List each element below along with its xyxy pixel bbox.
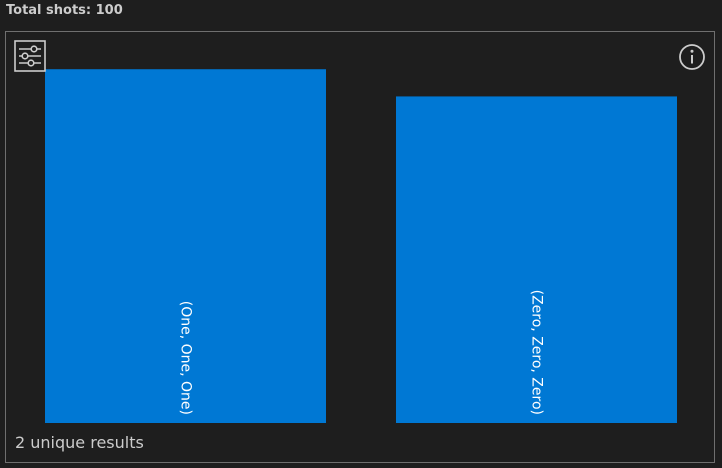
- info-button[interactable]: [678, 43, 706, 71]
- histogram-bar[interactable]: [45, 69, 326, 423]
- histogram-bar-group[interactable]: (Zero, Zero, Zero): [396, 96, 677, 423]
- unique-results-count: 2 unique results: [15, 433, 144, 452]
- settings-button[interactable]: [14, 40, 46, 72]
- histogram-bar-label: (Zero, Zero, Zero): [529, 290, 545, 415]
- sliders-icon: [14, 40, 46, 72]
- histogram-chart: (One, One, One) (Zero, Zero, Zero): [45, 69, 677, 423]
- histogram-panel: (One, One, One) (Zero, Zero, Zero) 2 uniq…: [5, 31, 715, 463]
- total-shots-title: Total shots: 100: [6, 3, 123, 18]
- info-icon: [679, 44, 705, 70]
- histogram-bar-label: (One, One, One): [178, 301, 194, 415]
- histogram-bar-group[interactable]: (One, One, One): [45, 69, 326, 423]
- histogram-bar[interactable]: [396, 96, 677, 423]
